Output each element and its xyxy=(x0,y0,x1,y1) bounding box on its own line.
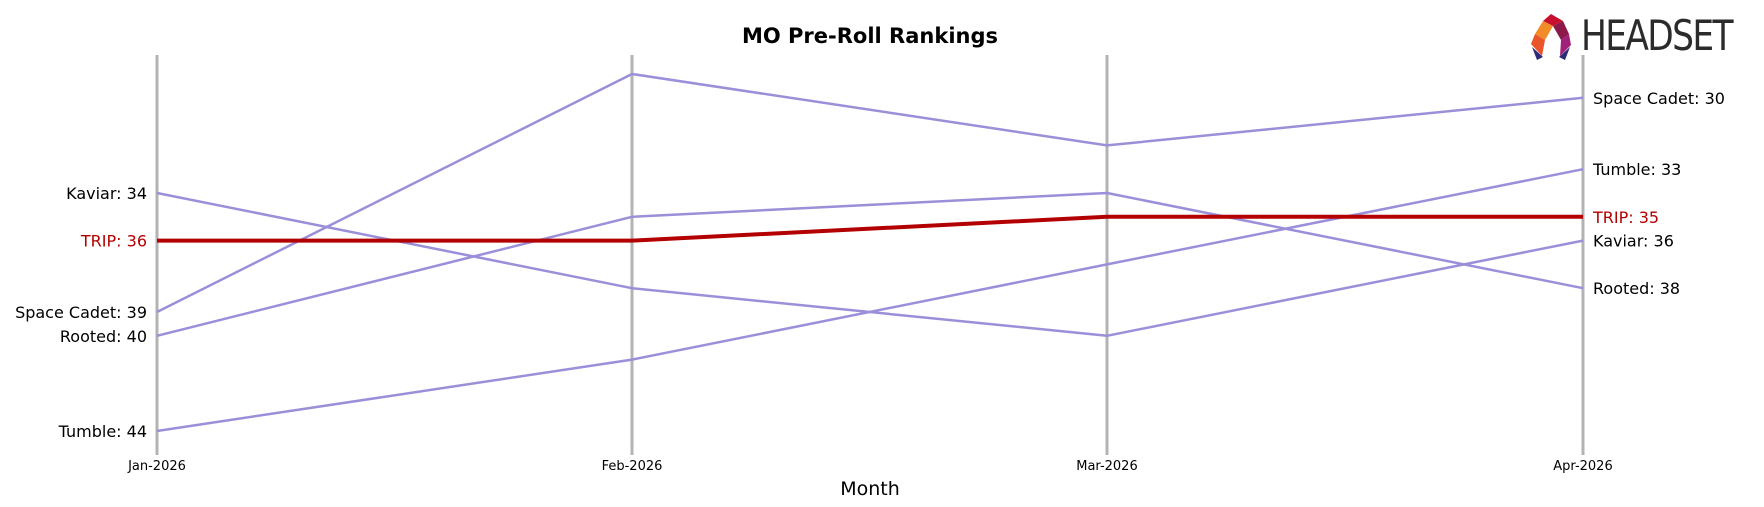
x-tick-label: Apr-2026 xyxy=(1553,459,1612,474)
end-label-rooted: Rooted: 38 xyxy=(1593,279,1680,298)
start-label-tumble: Tumble: 44 xyxy=(58,422,147,441)
series-labels: Space Cadet: 39 Space Cadet: 30 Kaviar: 34… xyxy=(15,89,1725,441)
start-label-space-cadet: Space Cadet: 39 xyxy=(15,303,147,322)
series-line-trip xyxy=(157,214,1583,243)
series-line-kaviar xyxy=(156,191,1584,338)
start-label-rooted: Rooted: 40 xyxy=(60,327,147,346)
x-tick-labels: Jan-2026 Feb-2026 Mar-2026 Apr-2026 xyxy=(127,459,1613,474)
series-line-space-cadet xyxy=(156,72,1584,314)
end-label-kaviar: Kaviar: 36 xyxy=(1593,232,1674,251)
end-label-trip: TRIP: 35 xyxy=(1592,208,1659,227)
logo-text: HEADSET xyxy=(1581,11,1734,60)
chart-title: MO Pre-Roll Rankings xyxy=(742,24,998,48)
end-label-space-cadet: Space Cadet: 30 xyxy=(1593,89,1725,108)
month-gridlines xyxy=(155,55,1585,455)
x-tick-label: Mar-2026 xyxy=(1076,459,1137,474)
headset-logo-icon xyxy=(1531,14,1571,60)
series-line-tumble xyxy=(156,167,1584,433)
x-axis-label: Month xyxy=(840,478,900,500)
start-label-kaviar: Kaviar: 34 xyxy=(66,184,147,203)
x-tick-label: Feb-2026 xyxy=(602,459,663,474)
headset-logo: HEADSET xyxy=(1523,12,1753,62)
start-label-trip: TRIP: 36 xyxy=(80,232,147,251)
series-lines xyxy=(156,72,1584,433)
series-line-rooted xyxy=(156,191,1584,338)
x-tick-label: Jan-2026 xyxy=(127,459,186,474)
end-label-tumble: Tumble: 33 xyxy=(1592,160,1681,179)
